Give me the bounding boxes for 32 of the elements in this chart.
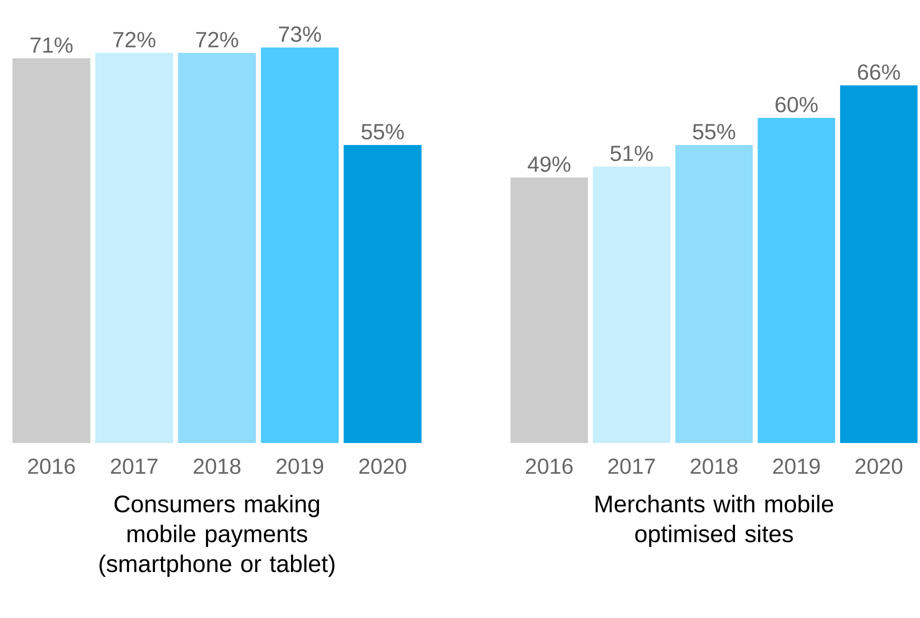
bar [510, 177, 588, 443]
x-axis-title: Merchants with mobile optimised sites [596, 494, 834, 548]
data-label: 49% [528, 156, 570, 172]
x-tick-label: 2020 [359, 458, 406, 474]
x-tick-label: 2019 [276, 458, 324, 474]
x-tick-label: 2018 [690, 458, 738, 474]
data-label: 72% [113, 32, 156, 48]
x-tick-label: 2020 [856, 458, 902, 474]
x-tick-label: 2017 [110, 458, 158, 474]
x-tick-label: 2017 [608, 458, 655, 474]
data-label: 66% [858, 64, 900, 80]
x-tick-label: 2016 [28, 458, 75, 474]
bar [592, 166, 670, 443]
bar [178, 52, 256, 443]
data-label: 60% [776, 96, 818, 112]
data-label: 72% [196, 32, 238, 48]
bar [675, 144, 753, 443]
x-axis-title: Consumers making mobile payments (smartphone or tablet) [100, 494, 334, 577]
x-tick-label: 2018 [194, 458, 240, 474]
bar [344, 144, 422, 443]
bar [95, 52, 174, 443]
data-label: 55% [362, 124, 404, 140]
data-label: 51% [610, 146, 653, 162]
bar [260, 47, 339, 443]
data-label: 71% [30, 37, 73, 53]
bar [12, 58, 90, 443]
data-label: 55% [692, 124, 736, 140]
x-tick-label: 2016 [526, 458, 573, 474]
bar [840, 85, 918, 443]
data-label: 73% [279, 26, 321, 42]
bar [758, 118, 836, 443]
x-tick-label: 2019 [773, 458, 820, 474]
